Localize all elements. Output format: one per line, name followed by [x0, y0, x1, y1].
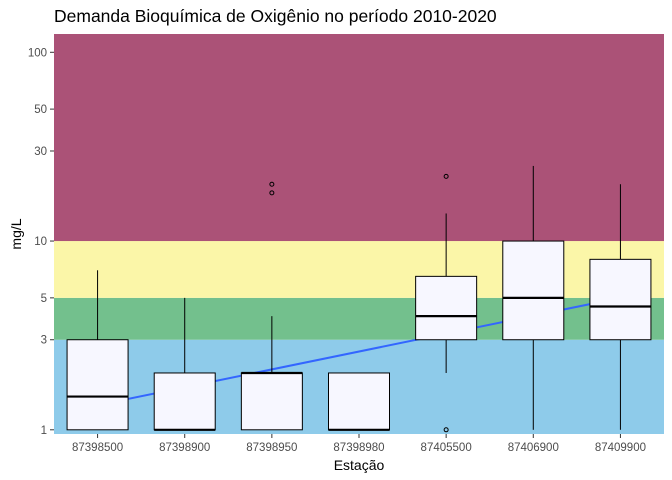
y-tick-label: 50 [34, 104, 47, 116]
background-band [54, 241, 664, 298]
outlier-point [443, 427, 449, 433]
background-band [54, 34, 664, 242]
box-body [66, 339, 129, 431]
box-body [589, 258, 652, 341]
y-tick-label: 30 [34, 146, 47, 158]
y-tick-label: 3 [41, 335, 47, 347]
y-tick-label: 100 [28, 47, 47, 59]
chart-title: Demanda Bioquímica de Oxigênio no períod… [54, 6, 497, 26]
boxes-layer [66, 165, 652, 433]
outlier-point [269, 190, 275, 196]
box-body [240, 372, 303, 431]
y-tick-label: 1 [41, 425, 47, 437]
y-tick-label: 10 [34, 236, 47, 248]
outlier-point [269, 181, 275, 187]
x-tick-label: 87409900 [595, 442, 646, 454]
box-body [328, 372, 390, 431]
box-87398500 [66, 270, 129, 431]
box-87398950 [240, 181, 303, 431]
x-tick-label: 87405500 [421, 442, 472, 454]
x-axis: 87398500 87398900 87398950 87398980 87405500… [72, 434, 646, 454]
x-axis-title: Estação [334, 457, 385, 473]
outlier-point [443, 173, 449, 179]
y-axis: 1 3 5 10 30 50 100 [28, 47, 54, 437]
background-band [54, 297, 664, 340]
x-tick-label: 87398980 [333, 442, 384, 454]
x-tick-label: 87398900 [159, 442, 210, 454]
x-tick-label: 87398950 [246, 442, 297, 454]
box-body [502, 240, 565, 341]
box-body [153, 372, 216, 431]
box-87409900 [589, 184, 652, 430]
y-tick-label: 5 [41, 293, 47, 305]
x-tick-label: 87406900 [508, 442, 559, 454]
box-87405500 [415, 173, 478, 433]
box-87398900 [153, 297, 216, 431]
box-body [415, 275, 478, 341]
x-tick-label: 87398500 [72, 442, 123, 454]
y-axis-title: mg/L [8, 218, 24, 249]
box-87398980 [328, 372, 390, 431]
box-87406900 [502, 165, 565, 430]
